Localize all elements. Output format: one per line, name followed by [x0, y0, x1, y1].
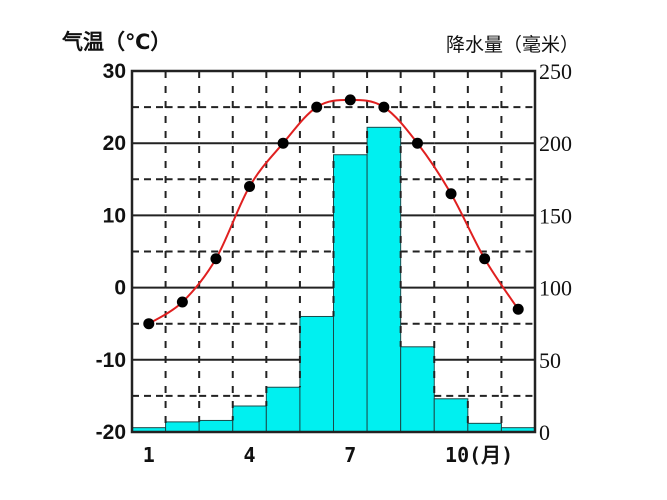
left-tick-label: 10 [103, 204, 126, 227]
left-axis-title: 气温（℃） [62, 30, 172, 54]
left-axis-ticks: 30 20 10 0 -10 -20 [96, 60, 126, 444]
right-axis-ticks: 250 200 150 100 50 0 [539, 59, 572, 445]
temperature-marker [411, 137, 423, 149]
temperature-marker [244, 181, 256, 193]
right-tick-label: 50 [539, 348, 561, 373]
precipitation-bar [299, 315, 334, 433]
left-tick-label: 30 [103, 60, 126, 83]
right-tick-label: 0 [539, 420, 550, 445]
x-tick-label: 10(月) [445, 443, 513, 467]
x-axis-ticks: 1 4 7 10(月) [143, 443, 513, 467]
precipitation-bars [131, 126, 536, 433]
temperature-marker [445, 188, 457, 200]
temperature-marker [311, 101, 323, 113]
left-tick-label: 0 [114, 277, 126, 300]
right-tick-label: 200 [539, 131, 572, 156]
precipitation-bar [400, 346, 435, 433]
grid-lines [132, 71, 535, 428]
precipitation-bar [198, 419, 234, 433]
precipitation-bar [433, 398, 469, 433]
temperature-marker [143, 318, 155, 330]
x-tick-label: 1 [143, 443, 155, 467]
x-tick-label: 7 [344, 443, 356, 467]
left-tick-label: -20 [96, 421, 126, 444]
right-tick-label: 250 [539, 59, 572, 84]
temperature-marker [512, 303, 524, 315]
precipitation-bar [467, 422, 502, 433]
precipitation-bar [333, 154, 368, 433]
temperature-marker [344, 94, 356, 106]
temperature-marker [277, 137, 289, 149]
left-tick-label: 20 [103, 132, 126, 155]
precipitation-bar [366, 126, 402, 433]
precipitation-bar [165, 421, 200, 433]
left-tick-label: -10 [96, 349, 126, 372]
right-tick-label: 150 [539, 203, 572, 228]
right-axis-title: 降水量（毫米） [446, 34, 580, 56]
plot-frame [130, 69, 537, 434]
temperature-marker [176, 296, 188, 308]
temperature-markers [143, 94, 524, 330]
temperature-marker [479, 253, 491, 265]
temperature-marker [378, 101, 390, 113]
precipitation-bar [265, 386, 301, 433]
precipitation-bar [232, 405, 267, 433]
temperature-marker [210, 253, 222, 265]
x-tick-label: 4 [244, 443, 256, 467]
right-tick-label: 100 [539, 276, 572, 301]
